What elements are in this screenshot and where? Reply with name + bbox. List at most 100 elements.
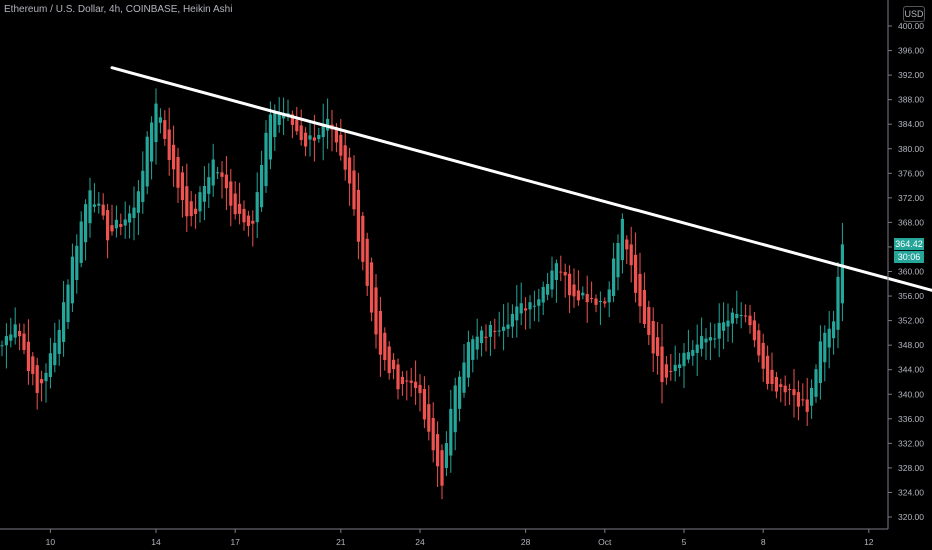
candle-body [651,320,655,354]
candle-body [739,315,743,317]
candle-body [752,320,756,341]
candle-body [119,224,123,227]
candle-body [823,332,827,363]
candle-body [88,190,92,224]
candle-body [590,298,594,300]
candle-body [801,399,805,401]
candle-body [326,118,330,131]
price-axis-label: 328.00 [898,463,924,473]
candle-body [682,352,686,367]
candle-body [669,370,673,372]
price-axis-label: 344.00 [898,365,924,375]
candle-body [431,417,435,451]
chart-title: Ethereum / U.S. Dollar, 4h, COINBASE, He… [4,4,233,15]
price-axis-label: 368.00 [898,217,924,227]
candle-body [427,404,431,432]
candle-body [62,302,66,342]
candle-body [766,355,770,384]
candle-body [840,244,844,304]
time-axis[interactable]: 10 14 17 21 24 28 Oct 5 8 12 [0,528,888,547]
candle-body [53,342,57,366]
candle-body [343,145,347,170]
candle-body [154,103,158,143]
candle-body [563,272,567,276]
candle-body [616,243,620,278]
time-axis-label: 8 [761,537,766,547]
candle-body [656,337,660,356]
candle-body [251,220,255,224]
candle-body [466,342,470,378]
price-axis-label: 376.00 [898,168,924,178]
candle-body [70,256,74,304]
candle-body [304,132,308,147]
trendline[interactable] [110,66,932,292]
candle-body [700,336,704,349]
price-axis-label: 324.00 [898,487,924,497]
candle-body [832,321,836,339]
candle-body [224,174,228,189]
candle-body [735,313,739,319]
candle-body [308,135,312,140]
candle-body [436,434,440,467]
candle-body [123,219,127,226]
candle-body [484,336,488,338]
candle-body [480,330,484,344]
candle-body [458,376,462,409]
time-axis-label: 12 [864,537,874,547]
candle-body [502,326,506,331]
candle-body [40,379,44,384]
time-axis-label: 10 [46,537,56,547]
candle-body [268,114,272,160]
candle-body [198,192,202,212]
candle-body [299,125,303,140]
candle-body [537,299,541,306]
candle-body [673,364,677,372]
price-axis[interactable]: 320.00 324.00 328.00 332.00 336.00 340.00 344.… [887,0,924,529]
candle-body [783,385,787,393]
candle-body [79,221,83,263]
candle-body [805,399,809,412]
candle-body [189,201,193,217]
candle-body [277,111,281,125]
price-axis-label: 392.00 [898,70,924,80]
candle-body [57,329,61,354]
candle-body [506,324,510,329]
candle-body [374,287,378,335]
currency-unit-button[interactable]: USD [903,6,925,22]
candle-body [220,172,224,177]
candle-body [598,300,602,302]
candle-body [449,408,453,456]
price-axis-label: 372.00 [898,193,924,203]
candle-body [334,127,338,143]
candle-body [515,306,519,321]
candle-body [779,384,783,388]
candle-body [18,330,22,337]
candle-body [26,341,30,371]
candle-body [664,364,668,378]
candle-body [194,208,198,214]
candle-body [387,346,391,374]
candle-body [475,336,479,350]
candle-body [180,172,184,201]
price-axis-label: 380.00 [898,144,924,154]
candle-body [629,244,633,266]
time-axis-label: 24 [415,537,425,547]
price-axis-label: 332.00 [898,438,924,448]
candle-body [796,392,800,407]
candle-body [550,270,554,290]
candles-layer [0,88,844,500]
candle-body [642,290,646,325]
candle-body [365,238,369,286]
candle-body [110,225,114,232]
candle-body [519,303,523,314]
price-axis-label: 336.00 [898,414,924,424]
candle-body [422,389,426,420]
candle-body [418,384,422,394]
candle-body [246,215,250,226]
candle-body [704,338,708,343]
candle-body [748,315,752,326]
candle-body [625,239,629,250]
candle-body [726,320,730,327]
